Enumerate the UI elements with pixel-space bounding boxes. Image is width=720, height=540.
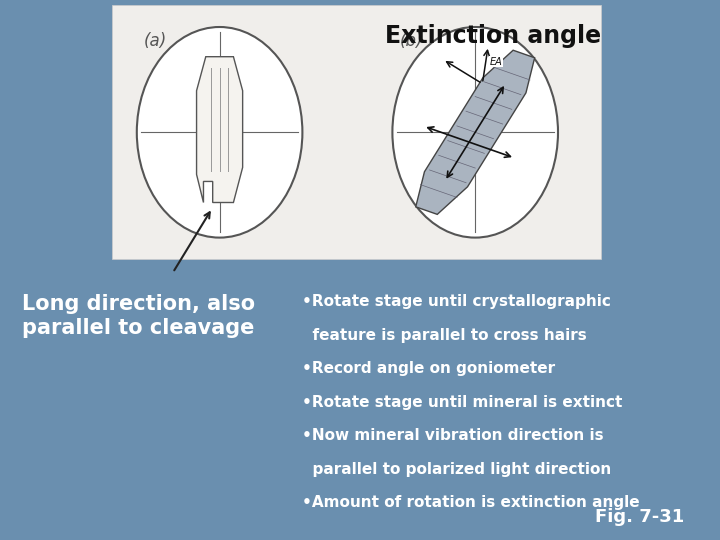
Text: •Record angle on goniometer: •Record angle on goniometer [302,361,556,376]
Ellipse shape [137,27,302,238]
Polygon shape [415,50,535,214]
Polygon shape [197,57,243,202]
Text: •Now mineral vibration direction is: •Now mineral vibration direction is [302,428,604,443]
Text: EA: EA [490,57,503,67]
Text: Extinction angle: Extinction angle [385,24,601,48]
Text: (b): (b) [400,32,423,50]
Text: (a): (a) [144,32,167,50]
Text: •Rotate stage until crystallographic: •Rotate stage until crystallographic [302,294,611,309]
Text: Long direction, also
parallel to cleavage: Long direction, also parallel to cleavag… [22,294,255,338]
Bar [112,5,601,259]
Text: Fig. 7-31: Fig. 7-31 [595,509,684,526]
Text: feature is parallel to cross hairs: feature is parallel to cross hairs [302,328,587,343]
Text: parallel to polarized light direction: parallel to polarized light direction [302,462,612,477]
Ellipse shape [392,27,558,238]
Text: •Amount of rotation is extinction angle: •Amount of rotation is extinction angle [302,495,640,510]
Text: •Rotate stage until mineral is extinct: •Rotate stage until mineral is extinct [302,395,623,410]
